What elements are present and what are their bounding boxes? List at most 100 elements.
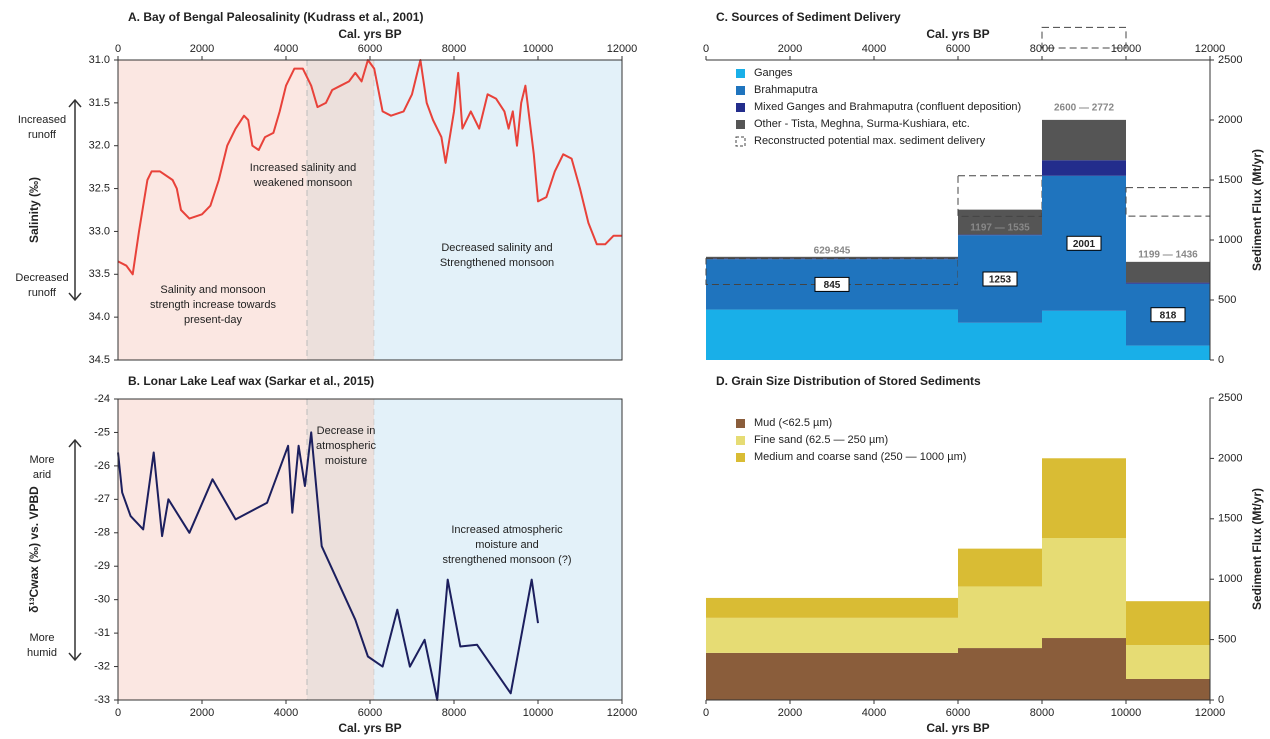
y-tick-label: 34.5 <box>89 354 110 366</box>
x-tick-label: 10000 <box>523 707 554 719</box>
y-axis-label: Salinity (‰) <box>27 177 41 243</box>
x-tick-label: 12000 <box>607 43 638 55</box>
arrow-label: Decreased runoff <box>15 272 68 299</box>
annotation: Increased atmospheric moisture and strengt… <box>442 524 571 566</box>
annotation-line: runoff <box>28 287 57 299</box>
y-tick-label: 2500 <box>1218 392 1242 404</box>
y-axis-label: Sediment Flux (Mt/yr) <box>1250 488 1264 610</box>
arrow-label: More humid <box>27 632 57 659</box>
chart-title: B. Lonar Lake Leaf wax (Sarkar et al., 2… <box>128 374 374 388</box>
bar-segment <box>1126 282 1210 284</box>
bar-segment <box>1126 601 1210 646</box>
legend-label: Other - Tista, Meghna, Surma-Kushiara, e… <box>754 118 970 130</box>
y-tick-label: 1500 <box>1218 513 1242 525</box>
bar-segment <box>958 209 1042 235</box>
x-tick-label: 4000 <box>862 707 886 719</box>
legend-label: Mud (<62.5 µm) <box>754 417 832 429</box>
legend-swatch <box>736 453 745 462</box>
annotation-line: Salinity and monsoon <box>160 284 265 296</box>
annotation-line: Decreased salinity and <box>441 242 552 254</box>
x-tick-label: 12000 <box>1195 43 1226 55</box>
y-tick-label: -31 <box>94 627 110 639</box>
bar-segment <box>1126 645 1210 679</box>
y-tick-label: 500 <box>1218 634 1236 646</box>
y-tick-label: 31.5 <box>89 97 110 109</box>
y-tick-label: -29 <box>94 560 110 572</box>
y-tick-label: 32.5 <box>89 182 110 194</box>
y-tick-label: -27 <box>94 493 110 505</box>
bar-segment <box>1042 310 1126 360</box>
x-tick-label: 10000 <box>1111 707 1142 719</box>
data-line <box>117 59 622 276</box>
arrow-head <box>68 438 82 662</box>
legend-label: Reconstructed potential max. sediment de… <box>754 135 986 147</box>
x-tick-label: 10000 <box>1111 43 1142 55</box>
y-tick-label: 32.0 <box>89 140 110 152</box>
x-tick-label: 10000 <box>523 43 554 55</box>
total-label: 1253 <box>989 275 1012 286</box>
x-tick-label: 8000 <box>1030 43 1054 55</box>
legend-swatch <box>736 103 745 112</box>
arrow-label: Increased runoff <box>18 114 66 141</box>
total-label: 845 <box>824 280 841 291</box>
x-tick-label: 2000 <box>190 43 214 55</box>
bar-segment <box>706 617 958 653</box>
y-tick-label: 2000 <box>1218 114 1242 126</box>
x-tick-label: 4000 <box>274 707 298 719</box>
bar-segment <box>1126 678 1210 700</box>
y-tick-label: -26 <box>94 460 110 472</box>
y-axis-label: Sediment Flux (Mt/yr) <box>1250 149 1264 271</box>
legend-label: Medium and coarse sand (250 — 1000 µm) <box>754 451 966 463</box>
shaded-period <box>374 399 622 700</box>
bar-segment <box>706 256 958 259</box>
annotation-line: arid <box>33 469 51 481</box>
x-tick-label: 8000 <box>442 43 466 55</box>
bar-segment <box>1042 160 1126 176</box>
y-tick-label: -33 <box>94 694 110 706</box>
bar-segment <box>1042 538 1126 639</box>
y-tick-label: 33.0 <box>89 225 110 237</box>
y-tick-label: 2500 <box>1218 54 1242 66</box>
bar-segment <box>958 234 1042 236</box>
annotation-line: present-day <box>184 314 243 326</box>
x-tick-label: 6000 <box>358 43 382 55</box>
y-tick-label: 33.5 <box>89 268 110 280</box>
bar-segment <box>1042 638 1126 700</box>
annotation-line: moisture <box>325 455 367 467</box>
annotation-line: runoff <box>28 129 57 141</box>
annotation-line: Increased atmospheric <box>451 524 563 536</box>
legend-swatch <box>736 69 745 78</box>
shaded-period <box>374 60 622 360</box>
annotation-line: More <box>29 454 54 466</box>
x-tick-label: 8000 <box>442 707 466 719</box>
bar-segment <box>1126 345 1210 360</box>
bar-segment <box>958 322 1042 360</box>
annotation-line: atmospheric <box>316 440 376 452</box>
total-label: 2001 <box>1073 239 1096 250</box>
y-tick-label: 34.0 <box>89 311 110 323</box>
x-tick-label: 6000 <box>946 43 970 55</box>
annotation-line: moisture and <box>475 539 539 551</box>
x-tick-label: 6000 <box>358 707 382 719</box>
bar-segment <box>706 652 958 700</box>
annotation: Decrease in atmospheric moisture <box>316 425 376 467</box>
y-tick-label: 1500 <box>1218 174 1242 186</box>
shaded-period <box>118 60 307 360</box>
x-axis-label: Cal. yrs BP <box>926 27 989 41</box>
range-label: 1199 — 1436 <box>1138 249 1198 260</box>
shaded-period <box>307 399 375 700</box>
total-label-box <box>814 276 850 292</box>
x-tick-label: 0 <box>703 43 709 55</box>
legend-swatch <box>736 436 745 445</box>
y-tick-label: 1000 <box>1218 234 1242 246</box>
x-tick-label: 0 <box>115 43 121 55</box>
x-tick-label: 12000 <box>607 707 638 719</box>
legend-label: Brahmaputra <box>754 84 818 96</box>
y-tick-label: 500 <box>1218 294 1236 306</box>
x-tick-label: 4000 <box>274 43 298 55</box>
annotation-line: Decreased <box>15 272 68 284</box>
x-tick-label: 2000 <box>778 707 802 719</box>
shaded-period <box>118 399 307 700</box>
x-tick-label: 8000 <box>1030 707 1054 719</box>
range-label: 1197 — 1535 <box>970 222 1030 233</box>
